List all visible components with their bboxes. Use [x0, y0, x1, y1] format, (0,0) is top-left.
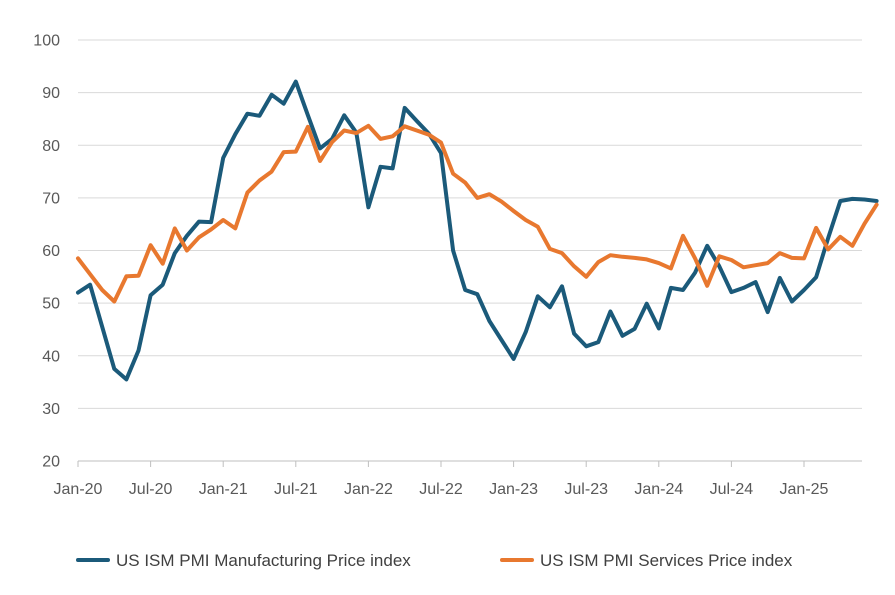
y-tick-label: 90 — [42, 85, 60, 102]
y-tick-label: 100 — [33, 33, 60, 50]
y-tick-label: 20 — [42, 454, 60, 471]
x-tick-label: Jan-24 — [634, 481, 683, 498]
x-tick-label: Jan-20 — [54, 481, 103, 498]
y-tick-label: 70 — [42, 190, 60, 207]
x-tick-label: Jul-23 — [564, 481, 608, 498]
x-axis: Jan-20 Jul-20 Jan-21 Jul-21 Jan-22 Jul-22 Jan-… — [54, 460, 862, 498]
y-tick-label: 30 — [42, 401, 60, 418]
y-tick-label: 60 — [42, 243, 60, 260]
y-tick-label: 50 — [42, 296, 60, 313]
x-tick-label: Jul-22 — [419, 481, 463, 498]
legend: US ISM PMI Manufacturing Price index US I… — [76, 551, 793, 570]
series-line-services — [76, 123, 879, 304]
legend-label: US ISM PMI Manufacturing Price index — [116, 551, 411, 570]
series-line-manufacturing — [76, 79, 879, 382]
x-tick-label: Jan-25 — [780, 481, 829, 498]
series-lines — [76, 79, 879, 382]
x-tick-label: Jan-22 — [344, 481, 393, 498]
y-tick-label: 40 — [42, 348, 60, 365]
y-tick-label: 80 — [42, 138, 60, 155]
x-tick-label: Jul-20 — [129, 481, 173, 498]
x-tick-label: Jul-24 — [710, 481, 754, 498]
x-tick-label: Jan-21 — [199, 481, 248, 498]
legend-label: US ISM PMI Services Price index — [540, 551, 793, 570]
x-tick-label: Jul-21 — [274, 481, 318, 498]
gridlines: 20 30 40 50 60 70 80 90 100 — [33, 33, 862, 471]
x-tick-label: Jan-23 — [489, 481, 538, 498]
